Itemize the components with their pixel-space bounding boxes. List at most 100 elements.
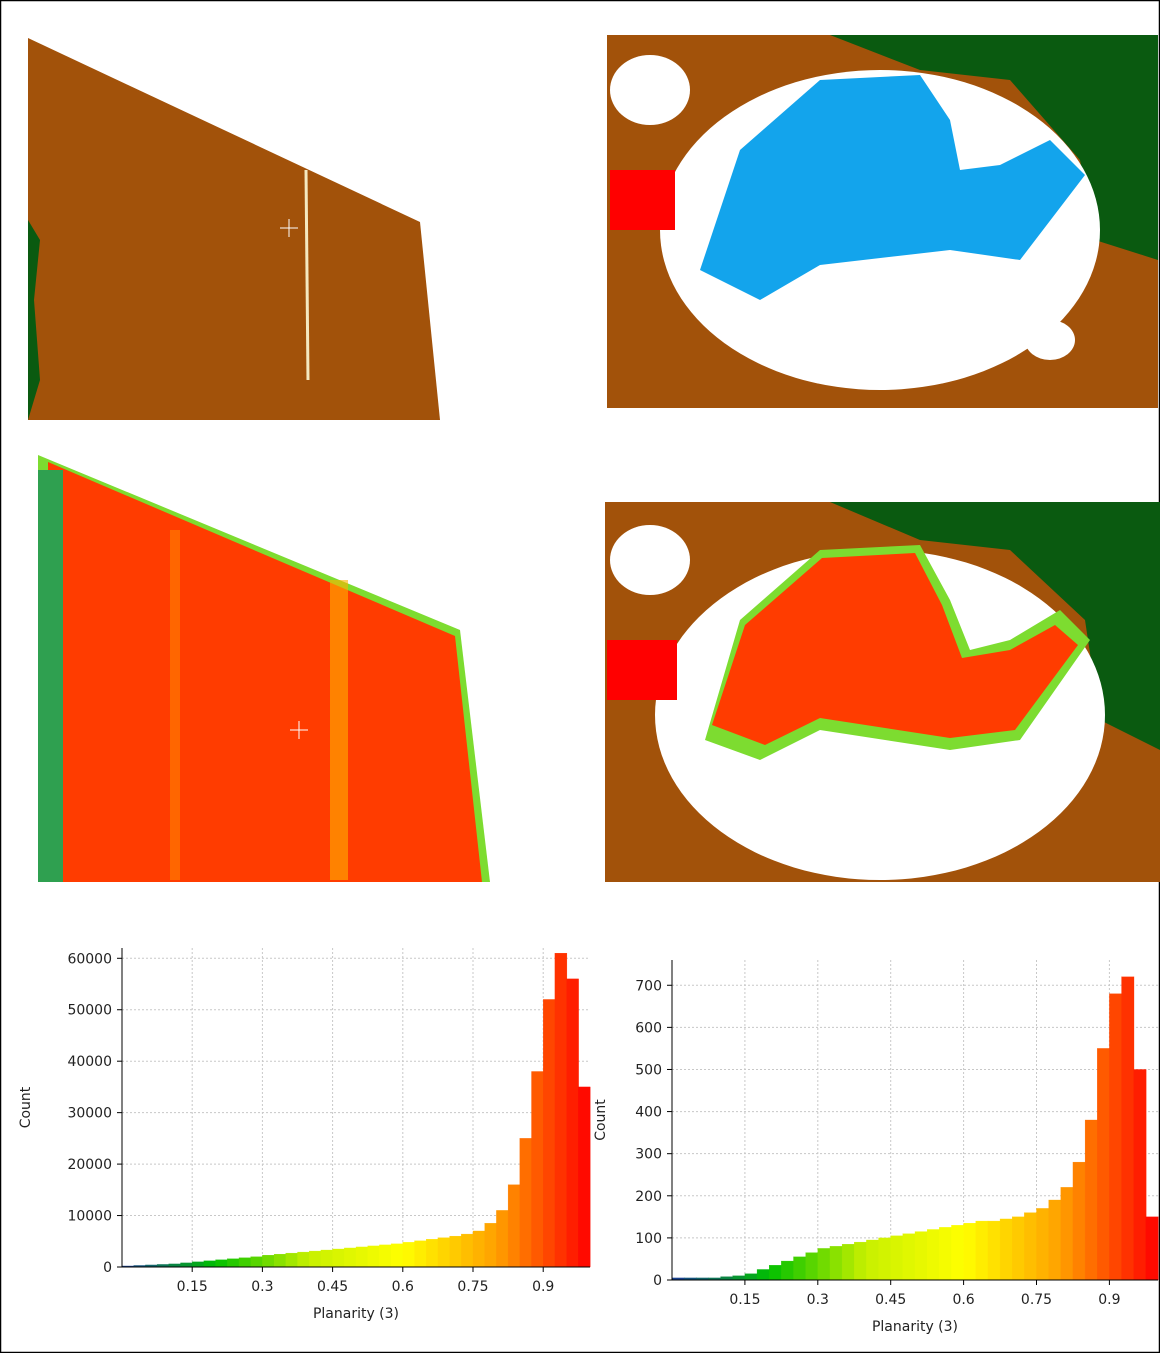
histogram-bar (1121, 976, 1135, 1281)
histogram-bar (854, 1241, 867, 1281)
histogram-bar (1097, 1048, 1110, 1281)
histogram-bar (756, 1269, 770, 1281)
y-tick-label: 0 (653, 1273, 662, 1289)
histogram-bar (472, 1230, 486, 1268)
histogram-bar (1012, 1216, 1025, 1281)
histogram-bar (192, 1261, 205, 1268)
histogram-bar (250, 1256, 263, 1268)
y-tick-label: 400 (635, 1105, 662, 1121)
histogram-bar (1036, 1208, 1050, 1281)
y-tick-label: 100 (635, 1231, 662, 1247)
histogram-bar (379, 1244, 392, 1268)
histogram-bar (805, 1252, 819, 1281)
histogram-bar (496, 1210, 509, 1268)
x-tick-label: 0.9 (532, 1279, 554, 1295)
y-tick-label: 50000 (67, 1003, 112, 1019)
histogram-bar (999, 1218, 1013, 1281)
histogram-bar (841, 1244, 855, 1281)
histogram-bar (390, 1243, 404, 1268)
histogram-bar (866, 1239, 880, 1281)
histogram-bar (817, 1248, 831, 1281)
image-mid-left (38, 455, 490, 882)
histogram-bar (344, 1247, 357, 1268)
histogram-bar (180, 1262, 193, 1268)
histogram-bar (890, 1235, 904, 1281)
histogram-bar (461, 1233, 474, 1268)
y-tick-label: 200 (635, 1189, 662, 1205)
y-tick-label: 10000 (67, 1209, 112, 1225)
histogram-bar (878, 1237, 892, 1281)
x-tick-label: 0.15 (177, 1279, 208, 1295)
histogram-bar (367, 1245, 380, 1268)
histogram-bar (273, 1253, 287, 1268)
histogram-bar (297, 1251, 310, 1268)
image-top-left (28, 38, 440, 420)
histogram-bar (203, 1260, 217, 1268)
histogram-bar (1109, 993, 1123, 1281)
histogram-bar (484, 1223, 497, 1268)
histogram-bar (927, 1229, 940, 1281)
y-tick-label: 700 (635, 978, 662, 994)
x-tick-label: 0.15 (729, 1292, 760, 1308)
histogram-bar (1133, 1069, 1147, 1281)
histogram-bar (449, 1235, 462, 1268)
histogram-bar (1048, 1199, 1062, 1281)
histogram-bar (1084, 1119, 1098, 1281)
histogram-bar (744, 1273, 758, 1281)
x-tick-label: 0.3 (251, 1279, 273, 1295)
x-tick-label: 0.45 (875, 1292, 906, 1308)
histogram-bar (963, 1223, 977, 1281)
histogram-bar (1072, 1161, 1086, 1281)
histogram-bar (829, 1246, 843, 1281)
histogram-bar (414, 1240, 427, 1268)
histogram-bar (543, 999, 556, 1268)
histogram-bar (227, 1258, 240, 1268)
y-tick-label: 30000 (67, 1106, 112, 1122)
x-tick-label: 0.75 (457, 1279, 488, 1295)
x-tick-label: 0.6 (392, 1279, 414, 1295)
histogram-bar (902, 1233, 916, 1281)
x-axis-label: Planarity (3) (872, 1319, 958, 1335)
y-tick-label: 500 (635, 1062, 662, 1078)
histogram-bar (1060, 1187, 1074, 1281)
y-tick-label: 60000 (67, 951, 112, 967)
histogram-bar (262, 1255, 275, 1268)
y-tick-label: 20000 (67, 1157, 112, 1173)
y-tick-label: 300 (635, 1147, 662, 1163)
y-axis-label: Count (18, 1086, 34, 1128)
histogram-bar (355, 1246, 369, 1268)
histogram-bar (1024, 1212, 1037, 1281)
histogram-bar (939, 1227, 952, 1281)
x-tick-label: 0.9 (1098, 1292, 1120, 1308)
histogram-bar (732, 1275, 746, 1281)
histogram-bar (987, 1220, 1001, 1281)
histogram-bar (437, 1237, 451, 1268)
histogram-bar (402, 1242, 415, 1268)
x-tick-label: 0.6 (952, 1292, 974, 1308)
y-tick-label: 600 (635, 1020, 662, 1036)
histogram-bar (332, 1248, 345, 1268)
histogram-bar (793, 1256, 807, 1281)
histogram-bar (781, 1260, 794, 1281)
histogram-bar (309, 1250, 322, 1268)
histogram-bar (238, 1257, 252, 1268)
y-axis-label: Count (593, 1099, 609, 1141)
histogram-bar (975, 1220, 989, 1281)
histogram-bar (215, 1259, 228, 1268)
x-tick-label: 0.45 (317, 1279, 348, 1295)
image-top-right (607, 35, 1158, 408)
histogram-bar (519, 1138, 532, 1268)
histogram-bar (554, 952, 568, 1268)
histogram-bar (1145, 1216, 1159, 1281)
histogram-bar (285, 1252, 298, 1268)
histogram-bar (951, 1225, 965, 1281)
histogram-bar (507, 1184, 521, 1268)
histogram-bar (914, 1231, 928, 1281)
y-tick-label: 0 (103, 1260, 112, 1276)
x-tick-label: 0.75 (1021, 1292, 1052, 1308)
histogram-bar (426, 1239, 439, 1268)
histogram-bar (566, 978, 579, 1268)
histogram-bar (531, 1071, 544, 1268)
